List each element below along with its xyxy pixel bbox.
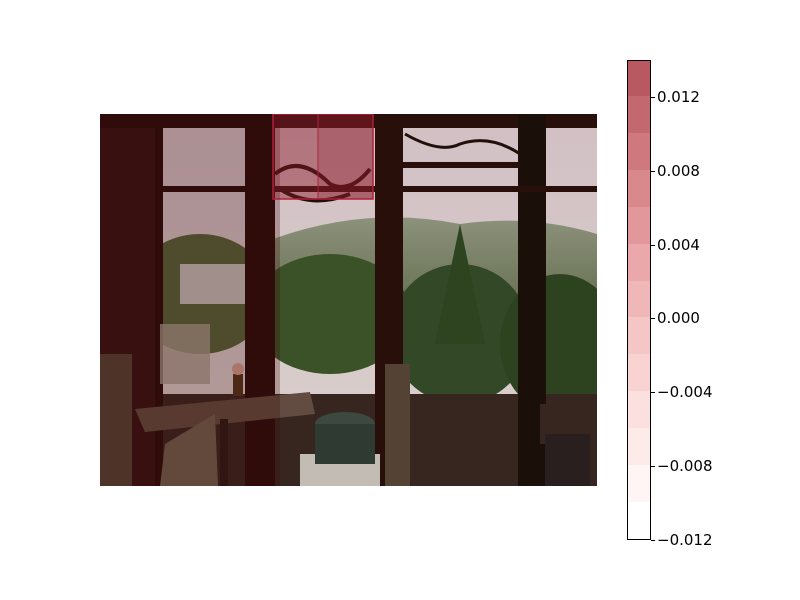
colorbar-tick-label: 0.000 — [657, 309, 700, 328]
colorbar-tick — [651, 318, 655, 320]
highlight-cell-inner — [317, 114, 374, 200]
attribution-overlay — [272, 114, 374, 200]
colorbar-band — [628, 316, 650, 355]
colorbar-tick — [651, 170, 655, 172]
table-leg — [220, 419, 228, 486]
tree — [435, 224, 485, 344]
flowers — [232, 363, 244, 375]
colorbar-tick-label: 0.008 — [657, 161, 700, 180]
colorbar-band — [628, 61, 650, 96]
colorbar-tick-label: 0.012 — [657, 87, 700, 106]
branches — [273, 164, 372, 203]
garden-foliage-left — [250, 254, 410, 374]
cafe-scene-image — [100, 114, 597, 486]
frame-top — [100, 114, 597, 128]
colorbar-tick-label: 0.004 — [657, 235, 700, 254]
colorbar-tick — [651, 540, 655, 541]
table-top — [135, 392, 315, 432]
house — [180, 264, 250, 304]
photo — [100, 114, 597, 486]
colorbar-band — [628, 427, 650, 466]
colorbar-band — [628, 169, 650, 207]
tint-left — [100, 114, 280, 486]
colorbar-band — [628, 353, 650, 392]
colorbar-band — [628, 206, 650, 244]
colorbar-band — [628, 243, 650, 281]
colorbar-band — [628, 390, 650, 429]
chair-far-right — [545, 434, 590, 486]
colorbar-tick-label: −0.012 — [657, 531, 713, 549]
tint-right — [280, 114, 597, 486]
colorbar-tick — [651, 392, 655, 394]
chair-front — [160, 414, 218, 486]
chair-left — [100, 354, 132, 486]
frame-post-1 — [155, 114, 163, 486]
frame-post-2 — [245, 114, 275, 486]
chair-back — [160, 324, 210, 384]
colorbar-band — [628, 95, 650, 133]
colorbar-band — [628, 464, 650, 503]
colorbar — [627, 60, 651, 540]
colorbar-band — [628, 501, 650, 539]
planter-body — [315, 424, 375, 464]
branches-right — [404, 132, 521, 156]
colorbar-tick-label: −0.008 — [657, 457, 713, 476]
colorbar-tick — [651, 96, 655, 98]
frame-transom — [158, 186, 597, 192]
vase — [233, 374, 243, 396]
colorbar-band — [628, 132, 650, 170]
colorbar-band — [628, 280, 650, 318]
chair-right — [385, 364, 410, 486]
colorbar-tick — [651, 466, 655, 468]
colorbar-tick — [651, 244, 655, 246]
colorbar-tick-label: −0.004 — [657, 383, 713, 402]
highlight-cell — [272, 114, 374, 200]
frame-transom-right — [400, 162, 520, 168]
